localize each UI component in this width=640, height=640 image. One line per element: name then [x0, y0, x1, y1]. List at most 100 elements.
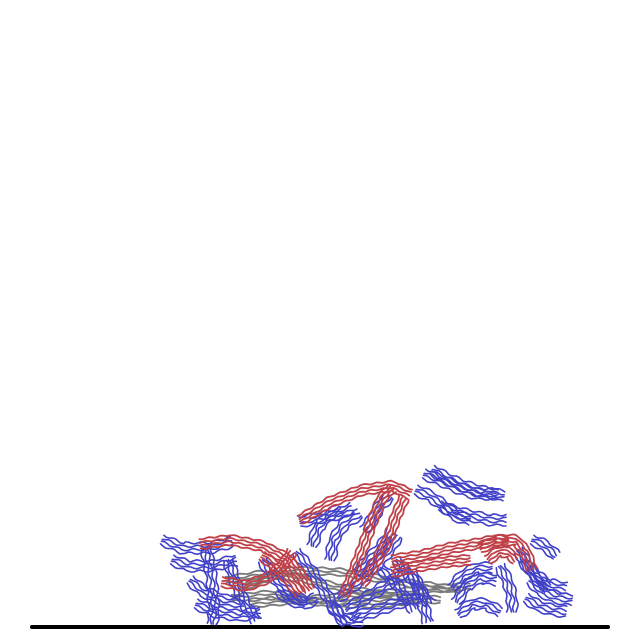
brush-chain [351, 527, 388, 572]
bridge-chain [362, 498, 407, 586]
bridge-chain [198, 534, 315, 589]
brush-chain [531, 538, 558, 557]
bridge-chain [360, 496, 404, 585]
brush-chain [225, 559, 256, 622]
brush-chain [454, 574, 498, 603]
brush-chain [366, 498, 394, 534]
brush-chain [450, 571, 498, 601]
brush-chain [456, 578, 497, 604]
brush-chain [277, 588, 317, 604]
brush-chain [310, 505, 340, 547]
brush-chain [433, 464, 506, 493]
brush-chain [186, 582, 245, 609]
bridge-chain [261, 554, 303, 594]
brush-chain [223, 560, 252, 625]
bridge-chain [344, 488, 395, 598]
bridge-chain [390, 557, 471, 572]
bridge-chain [260, 556, 301, 596]
brush-chain [431, 468, 505, 496]
bridge-chain [264, 551, 305, 593]
brush-chain [529, 578, 573, 600]
brush-chain [195, 602, 261, 617]
bridge-chain [342, 485, 392, 597]
brush-chain [454, 597, 503, 611]
bridge-chain [220, 552, 295, 589]
bridge-chain [479, 540, 531, 572]
brush-chain [459, 607, 499, 619]
brush-chain [326, 605, 365, 628]
brush-chain [344, 566, 411, 611]
brush-chain [413, 493, 470, 526]
brush-chain [333, 516, 363, 562]
bridge-chain [221, 549, 292, 586]
brush-chain [429, 472, 504, 502]
brush-chain [170, 560, 238, 570]
bridge-chain [390, 554, 471, 569]
bridge-chain [199, 544, 307, 594]
brush-chain [274, 592, 319, 610]
brush-chain [456, 600, 502, 615]
bridge-chain [477, 533, 539, 570]
brush-chain [530, 540, 556, 558]
brush-chain [526, 582, 573, 607]
brush-chain [200, 548, 211, 624]
brush-chain [437, 509, 507, 527]
brush-chain [379, 566, 417, 610]
core-chain [248, 581, 471, 603]
brush-chain [409, 571, 428, 624]
bridge-chain [347, 491, 397, 599]
brush-chain [347, 571, 414, 615]
core-chain [231, 593, 421, 606]
brush-chain [324, 508, 358, 560]
bridge-chain [484, 545, 521, 557]
bridge-chain [392, 563, 472, 578]
brush-chain [525, 596, 567, 612]
brush-chain [209, 546, 221, 626]
brush-chain [497, 565, 513, 613]
brush-chain [417, 484, 472, 517]
bridge-chain-group [198, 479, 539, 599]
brush-chain [315, 511, 344, 549]
brush-chain [522, 600, 567, 618]
brush-chain [378, 568, 413, 613]
brush-chain [327, 512, 361, 561]
brush-chain [528, 580, 573, 603]
brush-chain [395, 558, 433, 604]
brush-chain [452, 567, 493, 590]
bridge-chain [298, 483, 412, 521]
brush-chain [173, 554, 236, 563]
brush-chain [528, 593, 568, 608]
brush-chain [441, 500, 507, 517]
bridge-chain [486, 548, 519, 561]
brush-chain [529, 543, 554, 560]
brush-chain [300, 512, 355, 528]
brush-chain [203, 547, 214, 625]
brush-chain [169, 563, 239, 573]
bridge-chain [356, 494, 400, 583]
bridge-chain [199, 540, 310, 592]
brush-chain [163, 534, 232, 545]
brush-chain [415, 569, 434, 622]
brush-chain [194, 604, 262, 619]
brush-chain [292, 553, 344, 628]
bridge-chain [480, 543, 529, 573]
bridge-chain [299, 486, 411, 523]
brush-chain [159, 543, 234, 555]
brush-chain [276, 590, 318, 606]
brush-chain [518, 561, 566, 595]
bridge-chain [489, 554, 514, 565]
brush-chain [524, 598, 567, 616]
bridge-chain [391, 560, 471, 575]
bridge-chain [364, 499, 410, 588]
bridge-chain [221, 547, 289, 582]
brush-chain [421, 477, 499, 501]
brush-chain [447, 561, 493, 586]
brush-chain [532, 575, 574, 597]
bridge-chain [478, 536, 535, 571]
brush-chain [439, 504, 507, 521]
brush-chain [503, 562, 519, 613]
brush-chain [330, 515, 362, 562]
brush-chain [430, 470, 505, 499]
brush-chain [338, 536, 401, 600]
bridge-chain [338, 483, 390, 596]
